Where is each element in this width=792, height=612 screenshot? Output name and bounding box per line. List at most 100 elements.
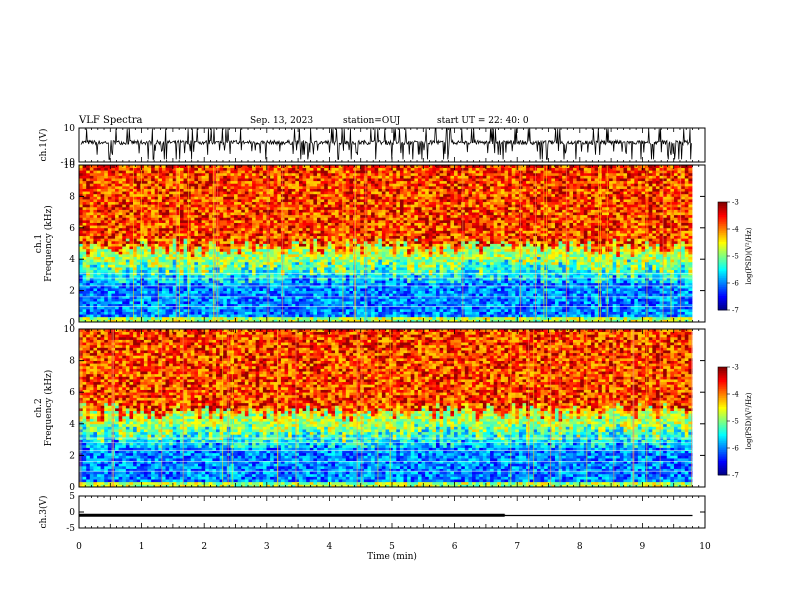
ch1-spectrogram-cell bbox=[259, 298, 264, 302]
ch1-spectrogram-cell bbox=[197, 308, 202, 312]
ch1-spectrogram-cell bbox=[205, 277, 210, 281]
ch1-spectrogram-cell bbox=[115, 193, 120, 197]
ch1-spectrogram-cell bbox=[194, 243, 199, 247]
ch1-spectrogram-cell bbox=[316, 274, 321, 278]
ch1-spectrogram-cell bbox=[118, 261, 123, 265]
ch1-spectrogram-cell bbox=[335, 253, 340, 257]
ch1-spectrogram-cell bbox=[280, 227, 285, 231]
ch1-spectrogram-cell bbox=[345, 282, 350, 286]
ch1-spectrogram-cell bbox=[93, 287, 98, 291]
ch1-spectrogram-cell bbox=[266, 301, 271, 305]
ch1-spectrogram-cell bbox=[205, 170, 210, 174]
ch1-spectrogram-cell bbox=[252, 217, 257, 221]
ch1-spectrogram-cell bbox=[115, 311, 120, 315]
ch1-spectrogram-cell bbox=[93, 293, 98, 297]
ch1-spectrogram-cell bbox=[226, 175, 231, 179]
ch1-spectrogram-cell bbox=[327, 225, 332, 229]
ch1-spectrogram-cell bbox=[324, 316, 329, 320]
ch1-spectrogram-cell bbox=[187, 256, 192, 260]
ch1-spectrogram-cell bbox=[208, 212, 213, 216]
ch1-spectrogram-cell bbox=[143, 251, 148, 255]
ch1-spectrogram-cell bbox=[252, 261, 257, 265]
ch1-spectrogram-cell bbox=[158, 225, 163, 229]
ch1-spectrogram-cell bbox=[79, 259, 84, 263]
ch1-spectrogram-cell bbox=[190, 188, 195, 192]
ch1-spectrogram-cell bbox=[190, 272, 195, 276]
ch1-spectrogram-cell bbox=[295, 293, 300, 297]
ch1-spectrogram-cell bbox=[288, 217, 293, 221]
ch1-spectrogram-cell bbox=[111, 172, 116, 176]
ch1-spectrogram-cell bbox=[237, 204, 242, 208]
ch1-spectrogram-cell bbox=[302, 217, 307, 221]
ch1-spectrogram-cell bbox=[345, 246, 350, 250]
ch1-spectrogram-cell bbox=[197, 290, 202, 294]
ch1-spectrogram-cell bbox=[259, 306, 264, 310]
ch1-spectrogram-cell bbox=[165, 222, 170, 226]
ch1-spectrogram-cell bbox=[143, 253, 148, 257]
ch1-spectrogram-cell bbox=[158, 253, 163, 257]
ch1-spectrogram-cell bbox=[327, 204, 332, 208]
ch1-spectrogram-cell bbox=[125, 282, 130, 286]
ch1-spectrogram-cell bbox=[223, 201, 228, 205]
ch1-spectrogram-cell bbox=[179, 235, 184, 239]
ch1-spectrogram-cell bbox=[223, 240, 228, 244]
ch1-spectrogram-cell bbox=[349, 201, 354, 205]
ch1-spectrogram-cell bbox=[201, 199, 206, 203]
ch1-spectrogram-cell bbox=[313, 225, 318, 229]
ch1-spectrogram-cell bbox=[201, 222, 206, 226]
ch1-spectrogram-cell bbox=[143, 267, 148, 271]
ch1-spectrogram-cell bbox=[100, 225, 105, 229]
ch1-spectrogram-cell bbox=[284, 201, 289, 205]
ch1-spectrogram-cell bbox=[288, 172, 293, 176]
ch1-spectrogram-cell bbox=[259, 303, 264, 307]
ch1-spectrogram-cell bbox=[187, 199, 192, 203]
ch1-spectrogram-cell bbox=[284, 217, 289, 221]
ch1-spectrogram-cell bbox=[143, 214, 148, 218]
ch1-spectrogram-cell bbox=[172, 209, 177, 213]
ch1-spectrogram-cell bbox=[306, 285, 311, 289]
ch1-spectrogram-cell bbox=[161, 178, 166, 182]
ch1-spectrogram-cell bbox=[140, 175, 145, 179]
ch1-spectrogram-cell bbox=[320, 311, 325, 315]
ch1-spectrogram-cell bbox=[147, 303, 152, 307]
ch1-spectrogram-cell bbox=[133, 308, 138, 312]
ch1-spectrogram-cell bbox=[288, 193, 293, 197]
ch1-spectrogram-cell bbox=[176, 183, 181, 187]
ch1-spectrogram-cell bbox=[147, 185, 152, 189]
ch1-spectrogram-cell bbox=[356, 308, 361, 312]
ch1-spectrogram-cell bbox=[107, 319, 112, 323]
ch1-spectrogram-cell bbox=[190, 209, 195, 213]
ch1-spectrogram-cell bbox=[89, 204, 94, 208]
ch1-spectrogram-cell bbox=[360, 193, 365, 197]
ch1-spectrogram-cell bbox=[288, 264, 293, 268]
ch1-spectrogram-cell bbox=[100, 227, 105, 231]
ch1-spectrogram-cell bbox=[176, 282, 181, 286]
ch1-spectrogram-cell bbox=[89, 274, 94, 278]
ch1-spectrogram-cell bbox=[298, 285, 303, 289]
ch1-spectrogram-cell bbox=[89, 180, 94, 184]
ch1-spectrogram-cell bbox=[187, 227, 192, 231]
ch1-spectrogram-cell bbox=[295, 206, 300, 210]
ch1-spectrogram-cell bbox=[143, 311, 148, 315]
ch1-spectrogram-cell bbox=[172, 316, 177, 320]
ch1-spectrogram-cell bbox=[248, 280, 253, 284]
ch1-spectrogram-cell bbox=[342, 170, 347, 174]
ch1-spectrogram-cell bbox=[284, 225, 289, 229]
ch1-spectrogram-cell bbox=[248, 303, 253, 307]
ch1-spectrogram-cell bbox=[136, 259, 141, 263]
ch1-spectrogram-cell bbox=[280, 280, 285, 284]
ch1-spectrogram-cell bbox=[197, 253, 202, 257]
ch1-spectrogram-cell bbox=[118, 251, 123, 255]
ch1-spectrogram-cell bbox=[136, 170, 141, 174]
ch1-spectrogram-cell bbox=[288, 212, 293, 216]
ch1-spectrogram-cell bbox=[302, 212, 307, 216]
ch1-spectrogram-cell bbox=[273, 314, 278, 318]
ch1-spectrogram-cell bbox=[122, 214, 127, 218]
ch1-spectrogram-cell bbox=[270, 298, 275, 302]
ch1-spectrogram-cell bbox=[342, 230, 347, 234]
ch1-spectrogram-cell bbox=[147, 274, 152, 278]
ch1-spectrogram-cell bbox=[165, 285, 170, 289]
ch1-spectrogram-cell bbox=[356, 280, 361, 284]
ch1-spectrogram-cell bbox=[223, 196, 228, 200]
ch1-spectrogram-cell bbox=[172, 259, 177, 263]
